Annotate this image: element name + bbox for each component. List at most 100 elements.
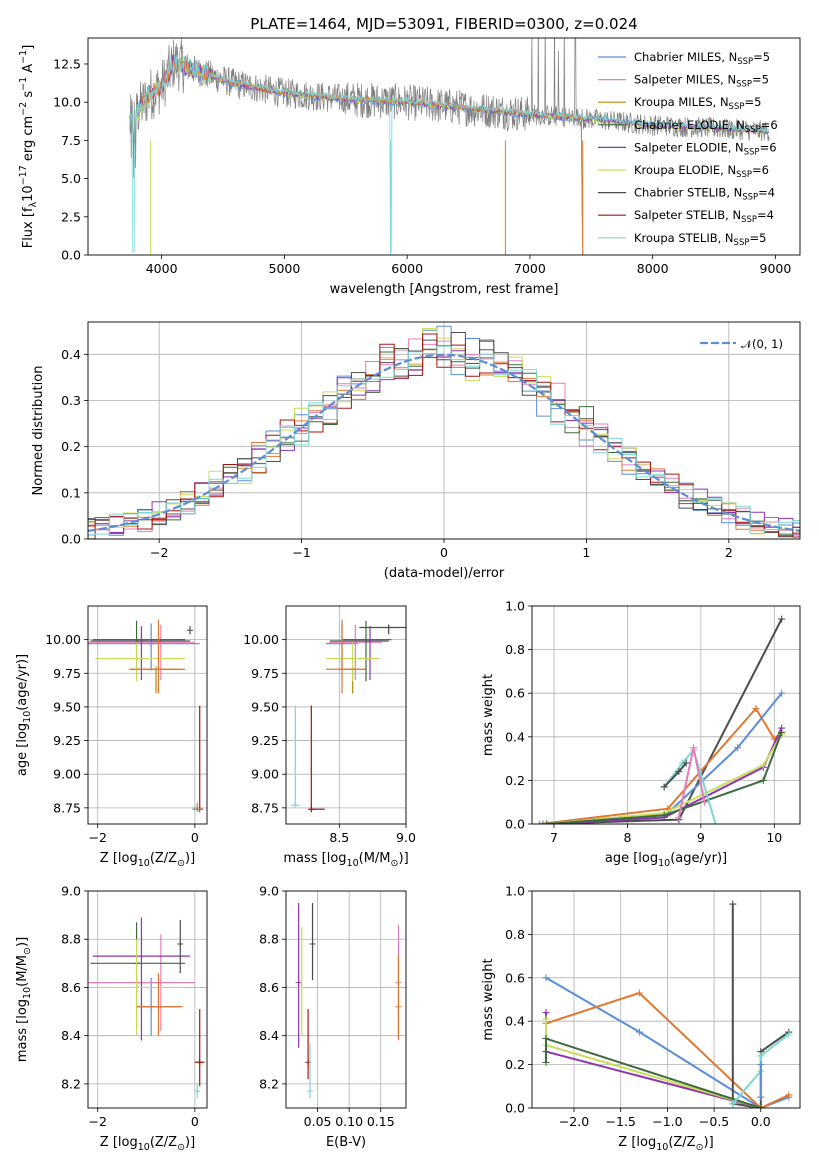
mass-weight-line (546, 727, 783, 824)
mass-weight-marker (542, 1035, 550, 1043)
label-subscript: 10 (22, 711, 33, 723)
data-point-marker (138, 953, 145, 960)
y-tick-label: 8.8 (61, 932, 81, 947)
label-part: (age/yr)] (15, 654, 30, 711)
label-part: ] (21, 45, 36, 50)
y-axis-label: mass [log10​(M/M⊙​)] (15, 937, 33, 1062)
y-tick-label: 0.3 (61, 393, 81, 408)
legend-entry: Salpeter ELODIE, NSSP=6 (634, 140, 777, 157)
mass-weight-marker (785, 1091, 793, 1099)
mass-weight-line (663, 762, 687, 788)
chart-title: PLATE=1464, MJD=53091, FIBERID=0300, z=0… (250, 15, 637, 33)
y-tick-label: 9.0 (61, 884, 81, 899)
y-tick-label: 9.75 (251, 666, 279, 681)
legend-count: =5 (753, 50, 770, 64)
y-tick-label: 0.6 (505, 970, 525, 985)
mass-weight-marker (752, 704, 760, 712)
x-tick-label: 0.10 (335, 1114, 363, 1129)
label-part: 10 (21, 185, 36, 202)
x-tick-label: 0.0 (751, 1114, 771, 1129)
legend-subscript: SSP (734, 238, 750, 248)
axes-frame-mass_vs_Z (87, 890, 208, 1109)
data-point-marker (148, 640, 155, 647)
label-superscript: −2 (18, 102, 29, 116)
x-tick-label: −1 (292, 545, 310, 560)
y-tick-label: 8.4 (259, 1028, 279, 1043)
legend-subscript: SSP (729, 102, 745, 112)
label-subscript: 10 (138, 1142, 150, 1153)
legend-count: =5 (744, 95, 761, 109)
y-tick-label: 9.00 (251, 767, 279, 782)
mass-weight-marker (778, 615, 786, 623)
legend-subscript: SSP (745, 125, 761, 135)
x-axis-label: wavelength [Angstrom, rest frame] (330, 282, 559, 297)
data-point-marker (349, 655, 356, 662)
x-tick-label: 5000 (269, 261, 301, 276)
data-point-marker (298, 984, 305, 991)
x-tick-label: 8000 (637, 261, 669, 276)
y-tick-label: 0.8 (505, 642, 525, 657)
x-axis-label: Z [log10​(Z/Z⊙​)] (100, 851, 195, 869)
mass-weight-line (545, 1012, 762, 1108)
label-subscript: ⊙ (22, 947, 33, 955)
data-point-marker (187, 627, 193, 634)
legend-entry: Chabrier STELIB, NSSP=4 (634, 186, 775, 203)
x-tick-label: −0.5 (699, 1114, 729, 1129)
legend-count: =5 (752, 73, 769, 87)
data-point-marker (395, 1003, 402, 1010)
axes-frame-weight_vs_Z (531, 890, 801, 1109)
axes-mass_vs_EBV: 8.2 8.4 8.6 8.8 9.0 0.05 0.10 0.15E(B-V) (259, 884, 406, 1150)
errorbars-age_vs_mass (291, 619, 406, 813)
y-tick-label: 10.00 (243, 632, 279, 647)
legend-subscript: SSP (736, 170, 752, 180)
legend-count: =6 (752, 163, 769, 177)
data-point-marker (194, 1088, 201, 1095)
y-tick-label: 8.75 (251, 800, 279, 815)
axes-frame-age_vs_mass (285, 605, 407, 825)
y-tick-label: 9.75 (53, 666, 81, 681)
y-tick-label: 0.6 (505, 686, 525, 701)
mass-weight-marker (757, 1093, 765, 1101)
data-point-marker (177, 941, 184, 948)
x-tick-label: 9000 (760, 261, 792, 276)
data-point-marker (339, 666, 345, 673)
y-axis-label: Flux [fλ​10−17​ erg cm−2​ s−1​ A−1​] (18, 45, 39, 249)
label-part: (Z/Z (668, 1135, 695, 1150)
label-part: )] (15, 937, 30, 947)
y-axis-label: mass weight (481, 958, 496, 1040)
legend-entry: Chabrier MILES, NSSP=5 (634, 50, 770, 67)
x-tick-label: 0.15 (367, 1114, 395, 1129)
spectrum-model-line (136, 57, 584, 255)
x-tick-label: −1.5 (606, 1114, 636, 1129)
mass-weight-marker (660, 783, 668, 791)
x-tick-label: 7 (550, 830, 558, 845)
mass-weight-marker (778, 728, 786, 736)
legend-subscript: SSP (737, 57, 753, 67)
label-part: )] (185, 1135, 195, 1150)
y-tick-label: 0.2 (505, 1057, 525, 1072)
x-tick-label: 9 (697, 830, 705, 845)
residual-histogram (88, 333, 800, 539)
y-tick-label: 9.25 (251, 733, 279, 748)
axes-frame-spectrum (87, 37, 801, 256)
axes-age_vs_Z: 8.75 9.00 9.25 9.50 9.75 10.00 −2 0 Z [log10​(Z/… (15, 606, 207, 869)
legend-subscript: SSP (736, 80, 752, 90)
mass-weight-marker (675, 768, 683, 776)
label-part: (M/M (359, 851, 391, 866)
label-part: Z [log (100, 1135, 138, 1150)
label-part: )] (704, 1135, 714, 1150)
mass-weight-line (546, 734, 783, 824)
y-axis-label: age [log10​(age/yr)] (15, 654, 33, 776)
legend-entry: Chabrier ELODIE, NSSP=6 (634, 118, 778, 135)
legend-subscript: SSP (742, 193, 758, 203)
x-tick-label: 0.05 (304, 1114, 332, 1129)
data-point-marker (133, 655, 140, 662)
mass-weight-marker (712, 820, 720, 824)
mass-weight-marker (701, 798, 709, 806)
mass-weight-marker (757, 1061, 765, 1069)
y-tick-label: 9.00 (53, 767, 81, 782)
mass-weight-marker (542, 1015, 550, 1023)
data-point-marker (308, 806, 315, 813)
errorbars-mass_vs_Z (88, 917, 205, 1099)
